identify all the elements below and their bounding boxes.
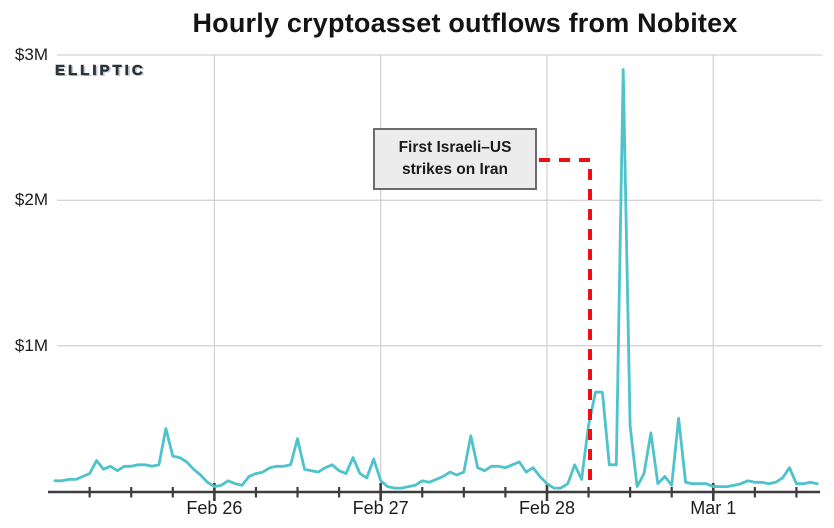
- outflows-line-series: [53, 68, 819, 490]
- elliptic-logo: ELLIPTIC: [55, 62, 146, 80]
- annotation-dashed-line: [539, 158, 592, 489]
- annotation-text-line1: First Israeli–US: [398, 139, 512, 157]
- y-axis-label-2m: $2M: [14, 190, 48, 210]
- x-axis-label-feb28: Feb 28: [518, 498, 575, 518]
- x-axis-label-feb26: Feb 26: [186, 498, 243, 518]
- chart-title: Hourly cryptoasset outflows from Nobitex: [192, 8, 738, 38]
- x-axis-label-mar1: Mar 1: [690, 498, 737, 518]
- annotation-callout-box: First Israeli–US strikes on Iran: [373, 128, 537, 190]
- y-axis-label-3m: $3M: [14, 45, 48, 64]
- y-axis-label-1m: $1M: [14, 335, 48, 355]
- x-axis-label-feb27: Feb 27: [352, 498, 409, 518]
- annotation-text-line2: strikes on Iran: [402, 161, 508, 178]
